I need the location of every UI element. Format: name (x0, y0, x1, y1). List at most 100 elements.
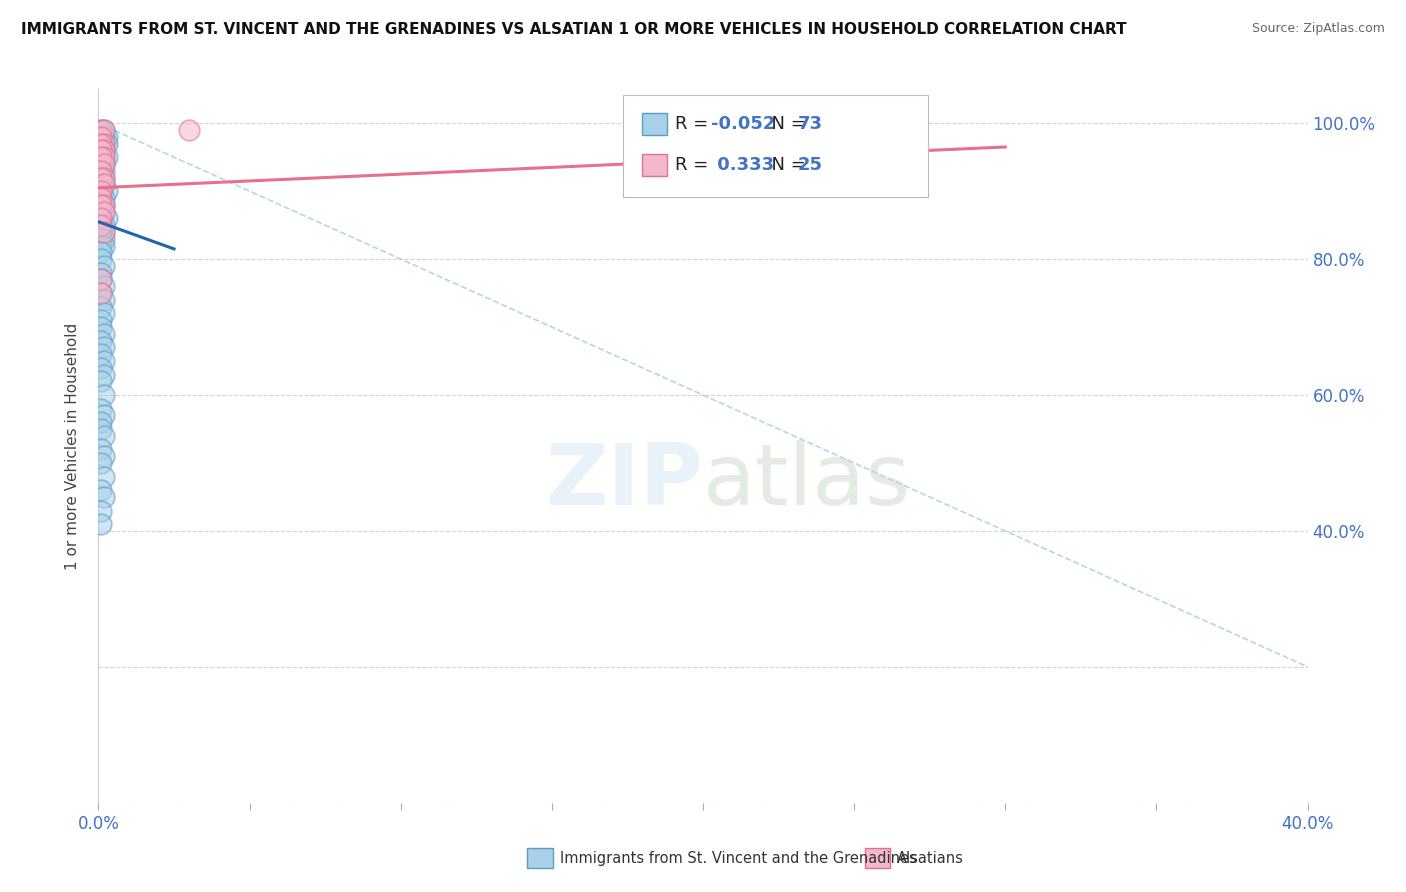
Text: 0.333: 0.333 (710, 156, 773, 174)
Point (90, 266, 112, 280)
Point (90, 184, 112, 198)
Point (90, 442, 112, 457)
Point (93, 136, 115, 151)
Point (93, 136, 115, 151)
Point (90, 129, 112, 144)
Point (93, 238, 115, 252)
Point (90, 503, 112, 517)
Point (90, 334, 112, 348)
Point (93, 170, 115, 185)
Point (90, 170, 112, 185)
Point (93, 259, 115, 273)
Point (90, 360, 112, 375)
Point (93, 218, 115, 232)
Point (90, 286, 112, 301)
Point (90, 218, 112, 232)
Point (90, 144, 112, 158)
Point (93, 157, 115, 171)
Point (90, 347, 112, 361)
Point (93, 354, 115, 368)
Point (90, 272, 112, 286)
Point (93, 326, 115, 341)
Point (90, 150, 112, 164)
Point (90, 415, 112, 429)
Point (90, 198, 112, 212)
Point (96, 136, 118, 151)
Point (93, 368, 115, 382)
Text: Immigrants from St. Vincent and the Grenadines: Immigrants from St. Vincent and the Gren… (560, 851, 917, 865)
Text: Alsatians: Alsatians (897, 851, 965, 865)
Point (90, 198, 112, 212)
Point (90, 272, 112, 286)
Point (90, 204, 112, 219)
Point (90, 163, 112, 178)
Point (90, 150, 112, 164)
Point (90, 252, 112, 266)
Point (90, 375, 112, 389)
Point (90, 123, 112, 137)
Point (96, 129, 118, 144)
Point (93, 198, 115, 212)
Point (93, 144, 115, 158)
Point (93, 225, 115, 239)
Point (93, 341, 115, 355)
Point (90, 232, 112, 246)
Point (93, 306, 115, 320)
Point (90, 191, 112, 205)
Point (93, 123, 115, 137)
Point (93, 469, 115, 483)
Text: ZIP: ZIP (546, 440, 703, 524)
Point (90, 191, 112, 205)
Text: N =: N = (759, 115, 811, 133)
Point (90, 300, 112, 314)
Point (93, 293, 115, 307)
Point (90, 211, 112, 226)
Point (93, 144, 115, 158)
Point (93, 204, 115, 219)
Point (93, 163, 115, 178)
Text: IMMIGRANTS FROM ST. VINCENT AND THE GRENADINES VS ALSATIAN 1 OR MORE VEHICLES IN: IMMIGRANTS FROM ST. VINCENT AND THE GREN… (21, 22, 1126, 37)
Point (90, 211, 112, 226)
Point (93, 449, 115, 463)
Point (90, 144, 112, 158)
Text: R =: R = (675, 115, 714, 133)
Y-axis label: 1 or more Vehicles in Household: 1 or more Vehicles in Household (65, 322, 80, 570)
Point (90, 483, 112, 498)
Point (90, 320, 112, 334)
Point (179, 123, 201, 137)
Point (90, 123, 112, 137)
Point (96, 211, 118, 226)
Point (90, 170, 112, 185)
Point (93, 409, 115, 423)
Point (93, 157, 115, 171)
Point (96, 184, 118, 198)
Point (90, 225, 112, 239)
Text: -0.052: -0.052 (710, 115, 775, 133)
Point (90, 517, 112, 532)
Text: R =: R = (675, 156, 714, 174)
Text: 25: 25 (797, 156, 823, 174)
Point (93, 150, 115, 164)
Point (93, 170, 115, 185)
Point (93, 178, 115, 192)
Point (90, 129, 112, 144)
Text: 73: 73 (797, 115, 823, 133)
Point (90, 422, 112, 436)
Point (90, 313, 112, 327)
Point (90, 286, 112, 301)
Point (90, 401, 112, 416)
Point (93, 232, 115, 246)
Point (93, 178, 115, 192)
Point (90, 163, 112, 178)
Point (93, 129, 115, 144)
Point (90, 218, 112, 232)
Point (90, 245, 112, 260)
Point (93, 429, 115, 443)
Point (90, 136, 112, 151)
Point (93, 204, 115, 219)
Point (90, 178, 112, 192)
Text: N =: N = (759, 156, 811, 174)
Point (93, 150, 115, 164)
Point (90, 456, 112, 470)
Point (93, 191, 115, 205)
